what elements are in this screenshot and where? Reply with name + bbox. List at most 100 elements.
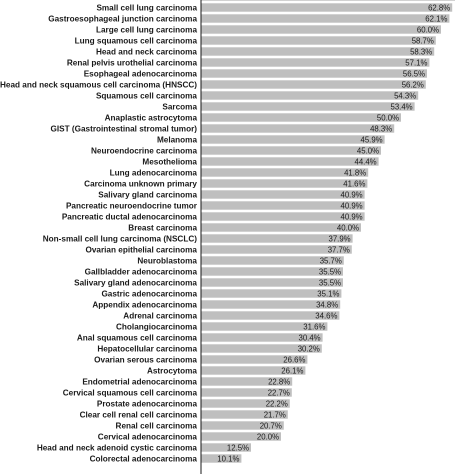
value-label: 41.6% xyxy=(343,180,365,189)
category-label: Adrenal carcinoma xyxy=(123,312,197,321)
category-label: Esophageal adenocarcinoma xyxy=(84,70,198,79)
bar xyxy=(201,168,369,177)
value-label: 20.0% xyxy=(257,433,279,442)
bar xyxy=(201,25,441,34)
bar xyxy=(201,256,344,265)
value-label: 35.1% xyxy=(317,290,339,299)
value-label: 53.4% xyxy=(390,103,412,112)
bar xyxy=(201,289,342,298)
bar xyxy=(201,14,450,23)
category-label: Neuroblastoma xyxy=(137,257,197,266)
value-label: 56.5% xyxy=(403,70,425,79)
value-label: 40.9% xyxy=(340,191,362,200)
category-label: Anal squamous cell carcinoma xyxy=(77,334,198,343)
category-label: Pancreatic ductal adenocarcinoma xyxy=(62,213,198,222)
value-label: 62.8% xyxy=(428,4,450,13)
value-label: 22.2% xyxy=(266,400,288,409)
category-label: Salivary gland adenocarcinoma xyxy=(74,279,197,288)
category-label: Anaplastic astrocytoma xyxy=(105,114,198,123)
bar xyxy=(201,388,292,397)
category-label: Endometrial adenocarcinoma xyxy=(82,378,197,387)
category-label: Pancreatic neuroendocrine tumor xyxy=(66,202,198,211)
category-label: Squamous cell carcinoma xyxy=(96,92,197,101)
bar xyxy=(201,146,381,155)
category-label: Sarcoma xyxy=(162,103,197,112)
category-label: Mesothelioma xyxy=(142,158,197,167)
bar xyxy=(201,0,455,1)
bar xyxy=(201,333,323,342)
category-label: Colorectal adenocarcinoma xyxy=(90,455,198,464)
value-label: 35.5% xyxy=(319,268,341,277)
bar xyxy=(201,311,340,320)
value-label: 41.8% xyxy=(344,169,366,178)
category-label: Astrocytoma xyxy=(147,367,197,376)
category-label: Cervical adenocarcinoma xyxy=(98,433,198,442)
bar xyxy=(201,102,415,111)
value-label: 10.1% xyxy=(217,455,239,464)
bar xyxy=(201,47,435,56)
value-label: 20.7% xyxy=(260,422,282,431)
value-labels-group: 62.8% 62.1% 60.0% 58.7% 58.3% 57.1% 56.5% 56.2%… xyxy=(217,4,450,464)
bar xyxy=(201,421,284,430)
bar xyxy=(201,454,242,463)
value-label: 26.6% xyxy=(283,356,305,365)
value-label: 50.0% xyxy=(377,114,399,123)
bar xyxy=(201,267,343,276)
bar xyxy=(201,80,426,89)
bar xyxy=(201,190,365,199)
category-label: Prostate adenocarcinoma xyxy=(97,400,198,409)
category-label: Neuroendocrine carcinoma xyxy=(91,147,197,156)
bar xyxy=(201,278,343,287)
category-label: Renal pelvis urothelial carcinoma xyxy=(67,59,198,68)
bar xyxy=(201,179,368,188)
value-label: 12.5% xyxy=(227,444,249,453)
bar xyxy=(201,157,379,166)
category-label: Ovarian serous carcinoma xyxy=(94,356,197,365)
category-label: GIST (Gastrointestinal stromal tumor) xyxy=(51,125,198,134)
category-label: Non-small cell lung carcinoma (NSCLC) xyxy=(43,235,197,244)
bar xyxy=(201,432,281,441)
bar xyxy=(201,344,322,353)
value-label: 57.1% xyxy=(405,59,427,68)
bar xyxy=(201,135,385,144)
value-label: 58.3% xyxy=(410,48,432,57)
bar xyxy=(201,58,430,67)
category-label: Hepatocellular carcinoma xyxy=(97,345,197,354)
category-label: Head and neck carcinoma xyxy=(96,48,197,57)
value-label: 40.0% xyxy=(337,224,359,233)
value-label: 30.4% xyxy=(298,334,320,343)
bar xyxy=(201,410,288,419)
category-label: Breast carcinoma xyxy=(128,224,197,233)
value-label: 30.2% xyxy=(298,345,320,354)
bar xyxy=(201,113,401,122)
value-label: 35.7% xyxy=(320,257,342,266)
category-label: Gastric adenocarcinoma xyxy=(101,290,197,299)
value-label: 56.2% xyxy=(402,81,424,90)
category-labels-group: Small cell lung carcinoma Gastroesophagea… xyxy=(0,4,198,464)
category-label: Melanoma xyxy=(157,136,197,145)
value-label: 37.7% xyxy=(328,246,350,255)
category-label: Cholangiocarcinoma xyxy=(116,323,197,332)
category-label: Carcinoma unknown primary xyxy=(84,180,197,189)
bars-group xyxy=(201,0,455,463)
category-label: Ovarian epithelial carcinoma xyxy=(86,246,198,255)
bar xyxy=(201,223,361,232)
bar xyxy=(201,366,306,375)
category-label: Large cell lung carcinoma xyxy=(96,26,197,35)
category-label: Gastroesophageal junction carcinoma xyxy=(48,15,197,24)
bar xyxy=(201,69,427,78)
bar xyxy=(201,36,436,45)
value-label: 22.7% xyxy=(268,389,290,398)
bar xyxy=(201,399,290,408)
value-label: 40.9% xyxy=(340,213,362,222)
value-label: 45.0% xyxy=(357,147,379,156)
bar xyxy=(201,300,341,309)
value-label: 44.4% xyxy=(354,158,376,167)
value-label: 60.0% xyxy=(417,26,439,35)
category-label: Clear cell renal cell carcinoma xyxy=(80,411,198,420)
category-label: Head and neck squamous cell carcinoma (H… xyxy=(0,81,197,90)
bar xyxy=(201,3,453,12)
value-label: 21.7% xyxy=(264,411,286,420)
bar xyxy=(201,234,353,243)
